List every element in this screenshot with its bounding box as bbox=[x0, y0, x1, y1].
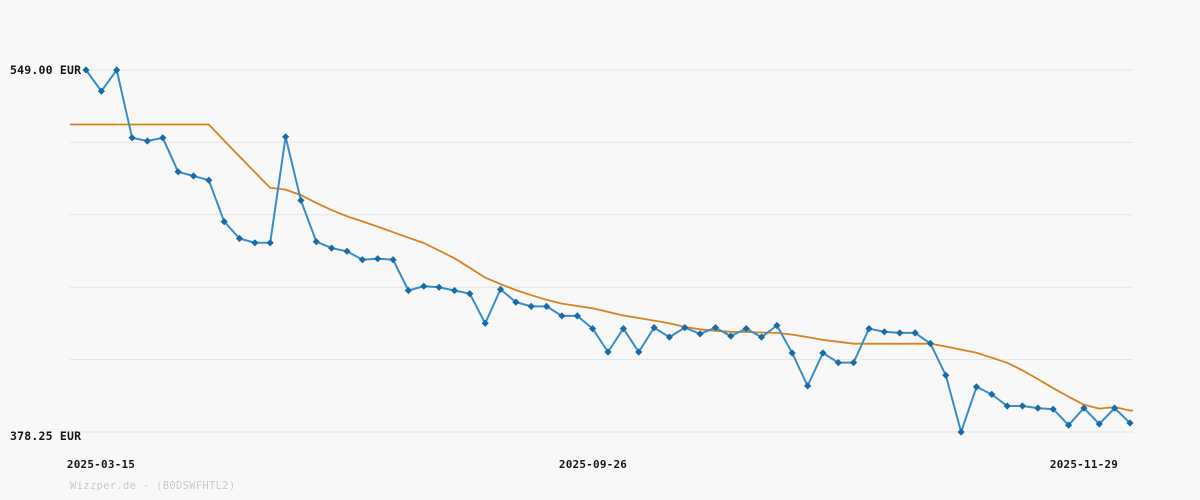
price-series-line bbox=[85, 69, 1131, 433]
price-series-markers bbox=[82, 66, 1134, 436]
gridlines bbox=[70, 69, 1133, 433]
x-tick-label-end: 2025-11-29 bbox=[1049, 458, 1119, 471]
x-tick-label-start: 2025-03-15 bbox=[66, 458, 136, 471]
y-axis-max-label: 549.00 EUR bbox=[10, 63, 82, 77]
average-series-line bbox=[70, 123, 1133, 412]
y-axis-min-label: 378.25 EUR bbox=[10, 429, 82, 443]
watermark-text: Wizzper.de - (B0DSWFHTL2) bbox=[70, 480, 236, 492]
x-tick-label-mid: 2025-09-26 bbox=[558, 458, 628, 471]
